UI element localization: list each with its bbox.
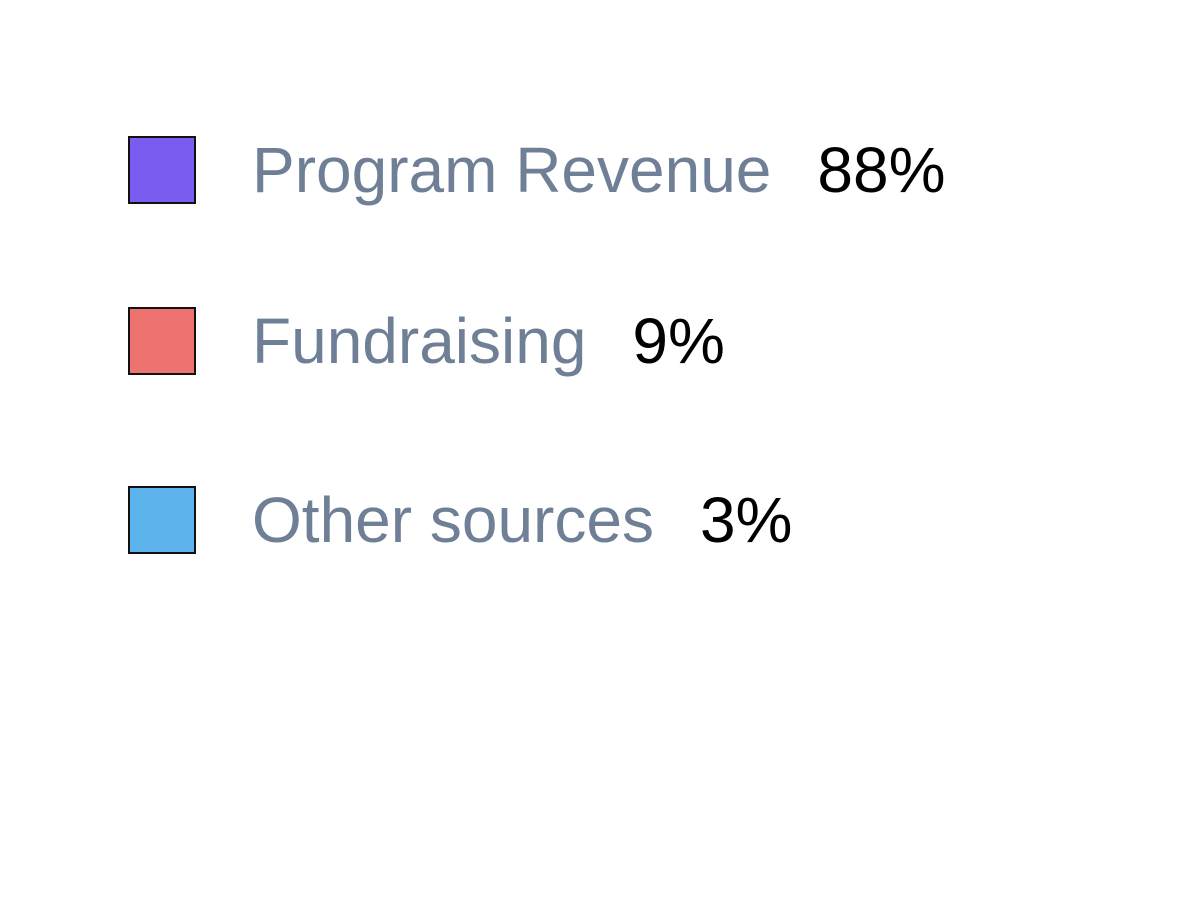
legend-label: Fundraising xyxy=(252,305,587,377)
legend-swatch xyxy=(128,136,196,204)
legend-label: Program Revenue xyxy=(252,134,772,206)
legend-item: Other sources 3% xyxy=(128,484,793,556)
legend-item: Fundraising 9% xyxy=(128,305,725,377)
legend-swatch xyxy=(128,486,196,554)
legend-value: 9% xyxy=(632,305,725,377)
legend-item: Program Revenue 88% xyxy=(128,134,946,206)
legend-value: 3% xyxy=(699,484,793,556)
legend-value: 88% xyxy=(817,134,946,206)
legend-swatch xyxy=(128,307,196,375)
legend-label: Other sources xyxy=(252,484,654,556)
